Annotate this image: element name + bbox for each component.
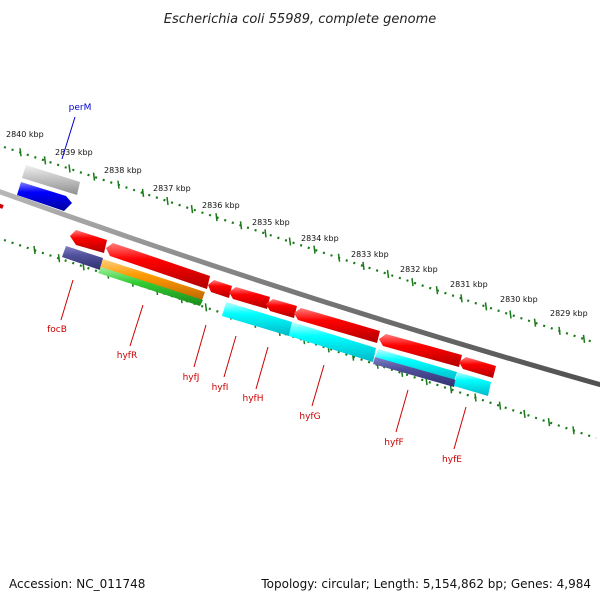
gene-label-hyfJ[interactable]: hyfJ xyxy=(183,373,200,383)
gene-label-hyfH[interactable]: hyfH xyxy=(243,394,264,404)
leader-line-hyfR xyxy=(129,304,144,347)
accession-text: Accession: NC_011748 xyxy=(9,577,146,591)
major-tick xyxy=(57,254,61,263)
feature-cyan-3[interactable] xyxy=(375,349,457,381)
feature-cyan-2[interactable] xyxy=(289,322,376,362)
scale-label: 2832 kbp xyxy=(400,265,438,274)
reverse-strand-features xyxy=(70,230,496,378)
major-tick xyxy=(386,269,390,279)
feature-edge-fragment xyxy=(0,203,4,209)
major-tick xyxy=(33,245,36,255)
inner-ring-features xyxy=(62,246,491,396)
gene-label-hyfF[interactable]: hyfF xyxy=(384,438,403,448)
scale-label: 2834 kbp xyxy=(301,234,339,243)
gene-feature-hyfR[interactable] xyxy=(106,243,210,289)
major-tick xyxy=(190,205,194,214)
gene-feature-hyfG[interactable] xyxy=(294,308,380,343)
leader-line-hyfI xyxy=(223,335,237,378)
feature-orange[interactable] xyxy=(100,259,205,300)
scale-label: 2830 kbp xyxy=(500,295,538,304)
major-tick xyxy=(43,156,47,165)
major-tick xyxy=(313,245,316,254)
major-tick xyxy=(239,221,243,230)
gene-label-hyfI[interactable]: hyfI xyxy=(212,383,229,393)
scale-label: 2840 kbp xyxy=(6,130,44,139)
major-tick xyxy=(509,310,512,319)
major-tick xyxy=(288,237,292,246)
major-tick xyxy=(582,334,586,343)
gene-label-perM[interactable]: perM xyxy=(69,103,92,113)
feature-purple-focB[interactable] xyxy=(62,246,103,270)
gene-label-hyfE[interactable]: hyfE xyxy=(442,455,462,465)
leader-line-hyfJ xyxy=(193,324,207,368)
major-tick xyxy=(68,164,71,173)
leader-line-hyfH xyxy=(255,346,269,390)
major-tick xyxy=(411,278,414,287)
major-tick xyxy=(498,401,502,410)
scale-label: 2837 kbp xyxy=(153,184,191,193)
major-tick xyxy=(558,326,561,335)
major-tick xyxy=(141,188,145,197)
feature-green[interactable] xyxy=(98,267,203,306)
scale-label: 2833 kbp xyxy=(351,250,389,259)
major-tick xyxy=(337,253,341,262)
major-tick xyxy=(19,148,22,157)
gene-label-focB[interactable]: focB xyxy=(47,325,67,335)
major-tick xyxy=(362,261,365,270)
gene-feature-gray[interactable] xyxy=(22,165,80,195)
upper-tick-ring xyxy=(3,145,597,345)
scale-label: 2839 kbp xyxy=(55,148,93,157)
major-tick xyxy=(547,418,551,427)
leader-line-perM xyxy=(61,116,76,160)
leader-line-focB xyxy=(60,279,74,321)
map-title: Escherichia coli 55989, complete genome xyxy=(164,12,436,27)
major-tick xyxy=(92,172,96,181)
major-tick xyxy=(264,229,267,238)
major-tick xyxy=(215,213,218,222)
genome-backbone xyxy=(0,189,600,388)
gene-feature-hyfE[interactable] xyxy=(459,357,496,378)
gene-label-hyfR[interactable]: hyfR xyxy=(117,351,137,361)
feature-purple-hyfF[interactable] xyxy=(373,357,456,387)
gene-feature-hyfJ[interactable] xyxy=(208,280,232,298)
scale-label: 2835 kbp xyxy=(252,218,290,227)
major-tick xyxy=(484,302,488,311)
major-tick xyxy=(449,385,453,394)
leader-line-hyfE xyxy=(453,406,467,450)
feature-cyan-4[interactable] xyxy=(454,372,491,396)
scale-label: 2831 kbp xyxy=(450,280,488,289)
scale-label: 2829 kbp xyxy=(550,309,588,318)
gene-label-hyfG[interactable]: hyfG xyxy=(299,412,320,422)
major-tick xyxy=(572,426,575,435)
gene-feature-hyfI[interactable] xyxy=(229,287,270,309)
major-tick xyxy=(435,286,439,295)
major-tick xyxy=(474,393,477,402)
gene-feature-focB[interactable] xyxy=(70,230,107,253)
forward-strand-features xyxy=(17,165,80,211)
gene-feature-hyfF[interactable] xyxy=(379,334,462,367)
feature-cyan-1[interactable] xyxy=(222,302,292,336)
major-tick xyxy=(460,294,463,303)
gene-leader-lines xyxy=(60,116,467,450)
major-tick xyxy=(117,180,120,189)
leader-line-hyfG xyxy=(311,364,325,407)
major-tick xyxy=(523,409,526,418)
major-tick xyxy=(204,303,208,312)
major-tick xyxy=(166,196,169,206)
scale-label: 2838 kbp xyxy=(104,166,142,175)
leader-line-hyfF xyxy=(395,389,409,433)
scale-label: 2836 kbp xyxy=(202,201,240,210)
genome-summary-text: Topology: circular; Length: 5,154,862 bp… xyxy=(261,577,591,591)
gene-feature-hyfH[interactable] xyxy=(266,299,297,318)
major-tick xyxy=(533,318,537,327)
gene-feature-perM[interactable] xyxy=(17,182,72,211)
